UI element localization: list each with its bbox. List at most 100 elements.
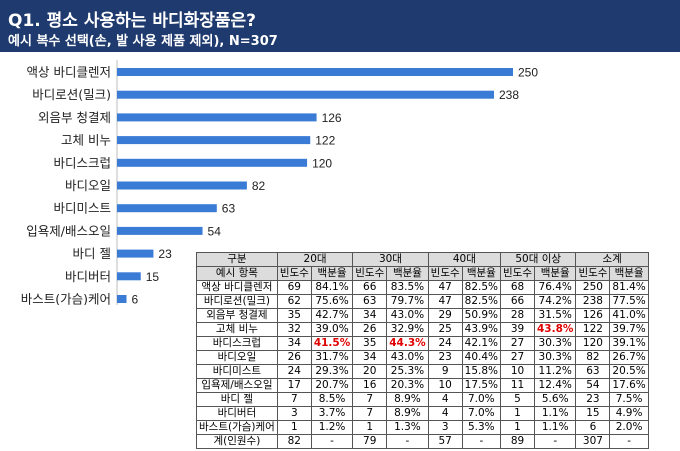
table-cell: 40.4% <box>461 350 502 365</box>
table-cell: 35 <box>276 308 312 323</box>
group-header: 소계 <box>575 252 649 267</box>
subheader: 빈도수 <box>276 266 312 281</box>
table-cell: 63 <box>575 364 611 379</box>
table-cell: 8.9% <box>386 392 429 407</box>
row-label: 바스트(가슴)케어 <box>196 420 278 435</box>
table-cell: 39.7% <box>609 322 649 337</box>
table-cell: 50.9% <box>461 308 502 323</box>
table-cell: 43.8% <box>533 322 577 337</box>
table-cell: 57 <box>427 434 463 449</box>
table-cell: 3 <box>276 406 312 421</box>
table-cell: 89 <box>500 434 535 449</box>
chart-subtitle: 예시 복수 선택(손, 발 사용 제품 제외), N=307 <box>8 34 278 49</box>
table-cell: 1 <box>500 406 535 421</box>
bar <box>117 90 494 99</box>
table-cell: 3 <box>427 420 463 435</box>
table-row: 바스트(가슴)케어 1 1.2% 1 1.3% 3 5.3% 1 1.1% 6 2.0% <box>196 420 649 435</box>
table-cell: 8.9% <box>386 406 429 421</box>
table-cell: 79.7% <box>386 294 429 309</box>
category-label: 바디미스트 <box>53 201 111 216</box>
table-cell: 23 <box>575 392 611 407</box>
table-cell: 12.4% <box>533 378 577 393</box>
table-cell: 74.2% <box>533 294 577 309</box>
table-cell: 17.6% <box>609 378 649 393</box>
table-cell: 25.3% <box>386 364 429 379</box>
group-header: 20대 <box>276 252 354 267</box>
table-cell: 4 <box>427 392 463 407</box>
table-cell: - <box>533 434 577 449</box>
table-cell: 82 <box>575 350 611 365</box>
table-cell: 82.5% <box>461 294 502 309</box>
value-label: 250 <box>518 66 538 80</box>
table-cell: 39.1% <box>609 336 649 351</box>
table-cell: 7 <box>352 406 388 421</box>
subheader: 빈도수 <box>427 266 463 281</box>
table-cell: 47 <box>427 280 463 295</box>
subheader: 빈도수 <box>500 266 535 281</box>
table-cell: 43.9% <box>461 322 502 337</box>
table-body: 액상 바디클렌저 69 84.1% 66 83.5% 47 82.5% 68 76.4% 250 8… <box>196 280 649 449</box>
table-cell: 75.6% <box>310 294 354 309</box>
table-cell: 69 <box>276 280 312 295</box>
table-cell: 5 <box>500 392 535 407</box>
table-row: 액상 바디클렌저 69 84.1% 66 83.5% 47 82.5% 68 76.4% 250 8… <box>196 280 649 295</box>
table-cell: 29.3% <box>310 364 354 379</box>
table-cell: 62 <box>276 294 312 309</box>
table-cell: 32.9% <box>386 322 429 337</box>
table-cell: 7.0% <box>461 392 502 407</box>
value-label: 238 <box>499 88 519 102</box>
value-label: 23 <box>158 247 172 261</box>
table-cell: 25 <box>427 322 463 337</box>
value-label: 15 <box>146 270 160 284</box>
table-cell: 20.5% <box>609 364 649 379</box>
table-cell: 5.6% <box>533 392 577 407</box>
subheader: 빈도수 <box>352 266 388 281</box>
table-cell: 27 <box>500 350 535 365</box>
table-cell: 10 <box>500 364 535 379</box>
subheader: 백분율 <box>461 266 502 281</box>
bar <box>117 272 141 281</box>
table-row: 바디미스트 24 29.3% 20 25.3% 9 15.8% 10 11.2% 63 20.5% <box>196 364 649 379</box>
bar <box>117 249 154 258</box>
table-cell: - <box>609 434 649 449</box>
table-cell: 30.3% <box>533 350 577 365</box>
table-cell: 28 <box>500 308 535 323</box>
row-label: 계(인원수) <box>196 434 278 449</box>
row-label: 바디오일 <box>196 350 278 365</box>
table-cell: 120 <box>575 336 611 351</box>
table-cell: 79 <box>352 434 388 449</box>
group-header: 30대 <box>352 252 429 267</box>
table-cell: - <box>461 434 502 449</box>
category-label: 외음부 청결제 <box>38 110 111 125</box>
bar <box>117 295 127 303</box>
table-cell: 41.0% <box>609 308 649 323</box>
table-cell: - <box>386 434 429 449</box>
table-cell: 17.5% <box>461 378 502 393</box>
value-label: 63 <box>222 202 236 216</box>
table-cell: 6 <box>575 420 611 435</box>
table-cell: 24 <box>427 336 463 351</box>
table-corner-top: 구분 <box>196 252 278 267</box>
bar-chart: 액상 바디클렌저 250 바디로션(밀크) 238 외음부 청결제 126 고체 비누 122… <box>21 60 538 306</box>
table-header-row-groups: 구분 20대 30대 40대 50대 이상 소계 <box>196 252 649 267</box>
table-cell: 83.5% <box>386 280 429 295</box>
table-cell: 31.7% <box>310 350 354 365</box>
subheader: 백분율 <box>533 266 577 281</box>
table-cell: 76.4% <box>533 280 577 295</box>
table-cell: 30.3% <box>533 336 577 351</box>
row-label: 바디미스트 <box>196 364 278 379</box>
table-cell: 11 <box>500 378 535 393</box>
table-cell: 11.2% <box>533 364 577 379</box>
table-cell: 1 <box>352 420 388 435</box>
row-label: 입욕제/배스오일 <box>196 378 278 393</box>
table-cell: 26 <box>352 322 388 337</box>
table-cell: 8.5% <box>310 392 354 407</box>
row-label: 바디버터 <box>196 406 278 421</box>
row-label: 외음부 청결제 <box>196 308 278 323</box>
table-cell: 68 <box>500 280 535 295</box>
table-cell: 238 <box>575 294 611 309</box>
subheader: 빈도수 <box>575 266 611 281</box>
category-label: 바스트(가슴)케어 <box>21 292 111 306</box>
table-corner-bottom: 예시 항목 <box>196 266 278 281</box>
data-table: 구분 20대 30대 40대 50대 이상 소계 예시 항목 빈도수 백분율 빈… <box>196 252 649 449</box>
